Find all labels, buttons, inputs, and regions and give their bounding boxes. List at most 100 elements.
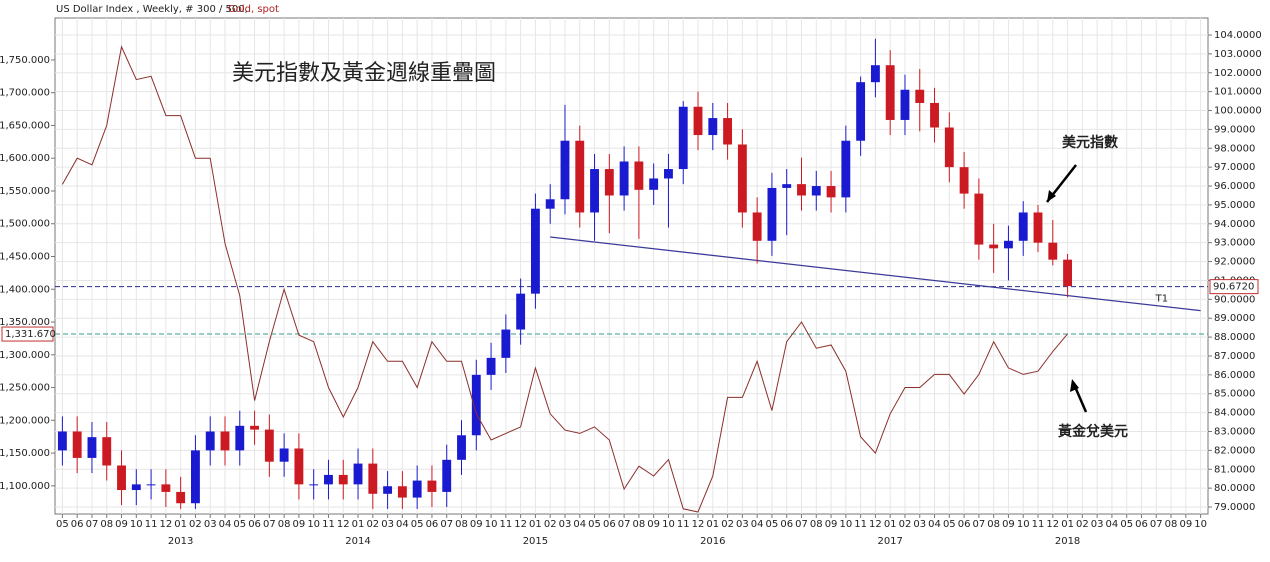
candle-body — [619, 161, 629, 196]
y-tick-label: 1,500.000 — [0, 219, 50, 230]
x-tick-label: 01 — [352, 519, 365, 530]
x-tick-label: 03 — [913, 519, 926, 530]
candle-body — [1033, 212, 1043, 243]
candle-body — [205, 431, 215, 451]
x-tick-label: 01 — [1061, 519, 1074, 530]
x-tick-label: 03 — [1091, 519, 1104, 530]
y2-tick-label: 83.0000 — [1214, 426, 1255, 437]
x-tick-label: 05 — [766, 519, 779, 530]
x-tick-label: 07 — [86, 519, 99, 530]
candle-body — [457, 435, 466, 460]
candle-body — [841, 140, 851, 198]
x-tick-label: 08 — [100, 519, 113, 530]
x-tick-label: 01 — [174, 519, 187, 530]
gold-line — [61, 45, 1068, 513]
candle-body — [412, 480, 422, 498]
year-label: 2013 — [168, 536, 193, 547]
x-tick-label: 08 — [278, 519, 291, 530]
x-tick-label: 07 — [618, 519, 631, 530]
x-tick-label: 04 — [573, 519, 586, 530]
candle-body — [338, 474, 348, 485]
x-tick-label: 04 — [396, 519, 409, 530]
x-tick-label: 03 — [559, 519, 572, 530]
x-tick-label: 09 — [825, 519, 838, 530]
x-tick-label: 07 — [263, 519, 276, 530]
x-tick-label: 02 — [899, 519, 912, 530]
x-tick-label: 05 — [588, 519, 601, 530]
reference-label-box — [1209, 279, 1259, 295]
candle-body — [767, 187, 777, 241]
x-tick-label: 03 — [736, 519, 749, 530]
x-tick-label: 04 — [928, 519, 941, 530]
y-tick-label: 1,300.000 — [0, 350, 50, 361]
y-tick-label: 1,650.000 — [0, 120, 50, 131]
x-tick-label: 03 — [381, 519, 394, 530]
candle-body — [427, 480, 437, 492]
y2-tick-label: 85.0000 — [1214, 389, 1255, 400]
year-label: 2014 — [345, 536, 370, 547]
x-tick-label: 04 — [1106, 519, 1119, 530]
x-tick-label: 11 — [145, 519, 158, 530]
candle-body — [1063, 259, 1073, 287]
candle-body — [471, 374, 481, 436]
candle-body — [383, 486, 393, 494]
y-tick-label: 1,750.000 — [0, 55, 50, 66]
y2-tick-label: 93.0000 — [1214, 238, 1255, 249]
x-tick-label: 12 — [869, 519, 882, 530]
candle-body — [900, 89, 910, 120]
reference-label-box — [1, 326, 54, 342]
y2-tick-label: 96.0000 — [1214, 181, 1255, 192]
x-tick-label: 07 — [795, 519, 808, 530]
marks — [55, 38, 1208, 513]
x-tick-label: 01 — [529, 519, 542, 530]
x-tick-label: 02 — [366, 519, 379, 530]
candle-body — [486, 357, 496, 375]
y2-tick-label: 89.0000 — [1214, 313, 1255, 324]
candle-body — [72, 431, 82, 458]
candle-body — [1004, 240, 1013, 249]
candle-body — [190, 450, 200, 504]
x-tick-label: 06 — [780, 519, 793, 530]
x-tick-label: 10 — [662, 519, 675, 530]
y2-tick-label: 92.0000 — [1214, 257, 1255, 268]
y2-tick-label: 104.0000 — [1214, 30, 1262, 41]
candle-body — [974, 193, 984, 245]
y2-tick-label: 99.0000 — [1214, 124, 1255, 135]
y2-tick-label: 101.0000 — [1214, 87, 1262, 98]
candle-body — [560, 140, 570, 200]
y2-tick-label: 97.0000 — [1214, 162, 1255, 173]
y-tick-label: 1,450.000 — [0, 251, 50, 262]
candle-body — [102, 437, 112, 466]
x-tick-label: 10 — [485, 519, 498, 530]
year-label: 2016 — [700, 536, 725, 547]
x-tick-label: 10 — [839, 519, 852, 530]
x-tick-label: 10 — [130, 519, 143, 530]
x-tick-label: 10 — [307, 519, 320, 530]
trendline — [550, 236, 1201, 312]
candle-body — [57, 431, 67, 451]
candle-body — [442, 459, 452, 492]
x-tick-label: 11 — [499, 519, 512, 530]
candle-body — [723, 118, 733, 145]
candle-body — [737, 144, 747, 213]
y-tick-label: 1,250.000 — [0, 383, 50, 394]
x-tick-label: 04 — [219, 519, 232, 530]
candle-body — [752, 212, 762, 241]
candle-body — [353, 463, 363, 485]
y-tick-label: 1,150.000 — [0, 448, 50, 459]
y2-tick-label: 84.0000 — [1214, 408, 1255, 419]
x-tick-label: 08 — [633, 519, 646, 530]
year-label: 2017 — [877, 536, 902, 547]
candle-body — [989, 244, 999, 249]
candle-body — [1048, 242, 1058, 260]
year-label: 2015 — [523, 536, 548, 547]
y-tick-label: 1,400.000 — [0, 284, 50, 295]
y2-tick-label: 80.0000 — [1214, 483, 1255, 494]
candle-body — [294, 448, 304, 485]
reference-label: 1,331.670 — [5, 329, 56, 340]
x-tick-label: 05 — [233, 519, 246, 530]
candle-body — [324, 474, 333, 485]
chart-title: 美元指數及黃金週線重疊圖 — [232, 61, 496, 86]
candle-body — [944, 127, 954, 168]
candle-body — [708, 118, 718, 136]
